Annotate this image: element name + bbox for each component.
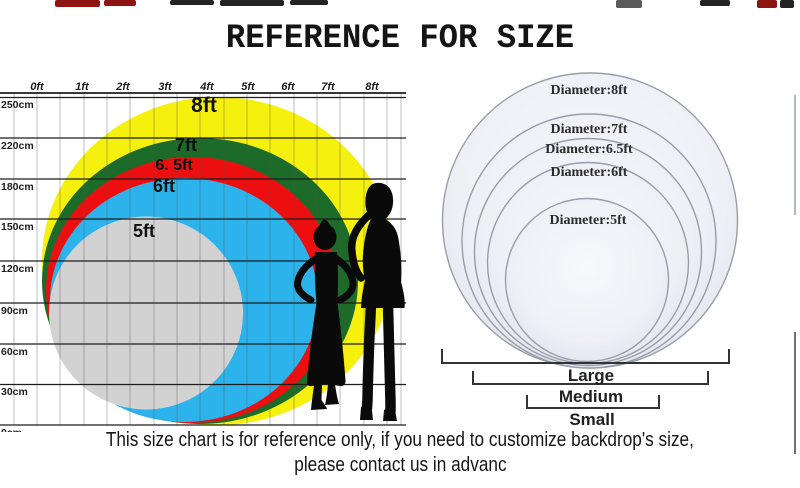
- cropped-text-fragment: [55, 0, 100, 7]
- cropped-text-fragment: [780, 0, 794, 8]
- x-tick: 8ft: [365, 81, 380, 93]
- disc-5ft: [504, 197, 670, 363]
- x-axis-ticks: 0ft 1ft 2ft 3ft 4ft 5ft 6ft 7ft 8ft: [30, 81, 380, 93]
- diameter-label-7ft: Diameter:7ft: [551, 122, 628, 137]
- circle-5ft: [49, 216, 243, 410]
- diameter-label-6-5ft: Diameter:6.5ft: [545, 142, 633, 157]
- diameter-label-6ft: Diameter:6ft: [551, 165, 628, 180]
- caption: This size chart is for reference only, i…: [0, 428, 800, 478]
- diameter-circles-panel: Diameter:8ft Diameter:7ft Diameter:6.5ft…: [441, 72, 739, 429]
- y-tick: 220cm: [1, 140, 34, 152]
- child-silhouette: [294, 219, 357, 410]
- x-tick: 2ft: [115, 81, 131, 93]
- diameter-circles: [441, 72, 739, 369]
- bracket-label-large: Large: [568, 366, 614, 385]
- diameter-label-8ft: Diameter:8ft: [551, 83, 628, 98]
- label-5ft: 5ft: [133, 221, 155, 241]
- size-brackets: [441, 349, 730, 409]
- circle-size-labels: 8ft 7ft 6. 5ft 6ft 5ft: [133, 94, 217, 241]
- x-tick: 5ft: [241, 81, 256, 93]
- label-6ft: 6ft: [153, 176, 175, 196]
- y-tick: 180cm: [1, 181, 34, 193]
- bracket-medium: [472, 371, 709, 385]
- y-tick: 0cm: [1, 427, 22, 432]
- cropped-text-fragment: [170, 0, 214, 5]
- size-comparison-chart: 0ft 1ft 2ft 3ft 4ft 5ft 6ft 7ft 8ft 250c…: [0, 81, 406, 432]
- y-tick: 30cm: [1, 386, 28, 398]
- cropped-text-fragment: [757, 0, 777, 8]
- x-tick: 3ft: [158, 81, 173, 93]
- bracket-label-medium: Medium: [559, 387, 623, 406]
- woman-silhouette: [347, 182, 405, 421]
- cropped-text-fragment: [616, 0, 642, 8]
- x-tick: 6ft: [281, 81, 296, 93]
- cropped-text-fragment: [104, 0, 136, 6]
- caption-line-1: This size chart is for reference only, i…: [105, 429, 695, 451]
- y-tick: 60cm: [1, 346, 28, 358]
- diameter-labels: Diameter:8ft Diameter:7ft Diameter:6.5ft…: [545, 83, 633, 228]
- y-tick: 90cm: [1, 305, 28, 317]
- cropped-text-fragment: [700, 0, 730, 6]
- x-tick: 1ft: [75, 81, 90, 93]
- bracket-small: [526, 395, 660, 409]
- size-bracket-labels: Large Medium Small: [559, 366, 623, 429]
- cropped-text-fragment: [290, 0, 328, 5]
- label-6-5ft: 6. 5ft: [155, 157, 193, 174]
- y-tick: 120cm: [1, 263, 34, 275]
- y-axis-ticks: 250cm 220cm 180cm 150cm 120cm 90cm 60cm …: [1, 99, 34, 432]
- label-8ft: 8ft: [191, 94, 217, 117]
- diameter-label-5ft: Diameter:5ft: [550, 213, 627, 228]
- x-tick: 0ft: [30, 81, 45, 93]
- page-title: REFERENCE FOR SIZE: [225, 18, 575, 59]
- caption-line-2: please contact us in advanc: [293, 454, 507, 476]
- cropped-edge-line: [794, 95, 796, 215]
- y-tick: 250cm: [1, 99, 34, 111]
- y-tick: 150cm: [1, 221, 34, 233]
- cropped-text-fragment: [220, 0, 284, 6]
- cropped-edge-line: [794, 332, 796, 454]
- x-tick: 7ft: [321, 81, 336, 93]
- bracket-label-small: Small: [569, 410, 614, 429]
- label-7ft: 7ft: [175, 135, 197, 155]
- bracket-large: [441, 349, 730, 364]
- x-tick: 4ft: [199, 81, 215, 93]
